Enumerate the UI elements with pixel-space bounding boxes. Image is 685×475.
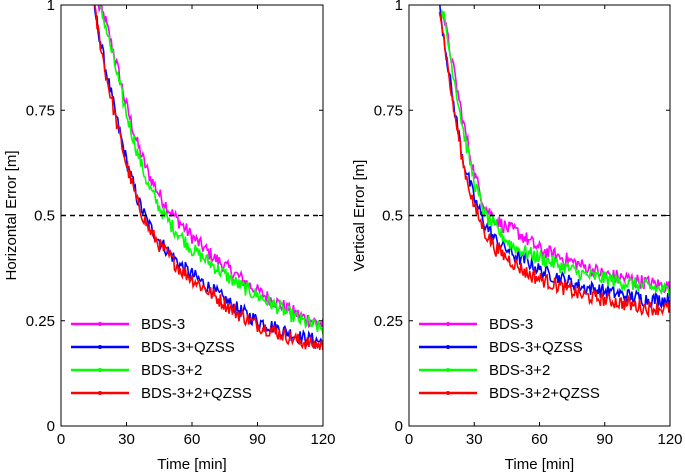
legend: BDS-3 BDS-3+QZSS BDS-3+2 BDS-3+2+QZSS xyxy=(419,316,600,402)
y-axis-label: Horizontal Error [m] xyxy=(3,150,20,280)
x-tick-label: 120 xyxy=(657,431,682,448)
legend-marker xyxy=(446,368,450,372)
series-line-bds-3-2-qzss xyxy=(438,11,670,319)
y-axis-label: Vertical Error [m] xyxy=(351,160,368,272)
x-axis-label: Time [min] xyxy=(157,456,226,473)
series-line-bds-3-2 xyxy=(440,9,670,299)
series-line-bds-3-2-qzss xyxy=(93,5,323,351)
legend-label: BDS-3+2+QZSS xyxy=(489,385,600,402)
legend-marker xyxy=(446,391,450,395)
y-tick-label: 0.75 xyxy=(374,102,403,119)
legend-marker xyxy=(98,345,102,349)
x-tick-label: 90 xyxy=(249,431,266,448)
y-tick-label: 0.25 xyxy=(374,313,403,330)
x-tick-label: 0 xyxy=(405,431,413,448)
legend-label: BDS-3 xyxy=(141,316,185,333)
legend-label: BDS-3+QZSS xyxy=(489,339,583,356)
series-line-bds-3 xyxy=(97,5,323,329)
y-tick-label: 1 xyxy=(395,0,403,14)
y-tick-label: 0.75 xyxy=(26,102,55,119)
x-tick-label: 60 xyxy=(531,431,548,448)
series-line-bds-3-qzss xyxy=(93,5,323,349)
legend-marker xyxy=(446,345,450,349)
legend-label: BDS-3 xyxy=(489,316,533,333)
x-axis-label: Time [min] xyxy=(505,456,574,473)
legend-marker xyxy=(98,322,102,326)
y-tick-label: 0 xyxy=(47,418,55,435)
legend: BDS-3 BDS-3+QZSS BDS-3+2 BDS-3+2+QZSS xyxy=(71,316,252,402)
legend-marker xyxy=(98,368,102,372)
x-tick-label: 60 xyxy=(184,431,201,448)
y-tick-label: 0 xyxy=(395,418,403,435)
series-group xyxy=(438,5,670,319)
y-tick-label: 0.5 xyxy=(34,208,55,225)
legend-label: BDS-3+2+QZSS xyxy=(141,385,252,402)
legend-marker xyxy=(446,322,450,326)
legend-marker xyxy=(98,391,102,395)
x-tick-label: 120 xyxy=(310,431,335,448)
y-tick-label: 0.25 xyxy=(26,313,55,330)
legend-label: BDS-3+QZSS xyxy=(141,339,235,356)
series-group xyxy=(93,5,323,351)
x-tick-label: 30 xyxy=(118,431,135,448)
series-line-bds-3 xyxy=(440,9,670,294)
legend-label: BDS-3+2 xyxy=(141,362,202,379)
x-tick-label: 90 xyxy=(596,431,613,448)
chart-panel-2: 0 30 60 90 120 0 0.25 0.5 0.75 1 Time [min] Vertica… xyxy=(351,0,683,473)
y-tick-label: 0.5 xyxy=(382,208,403,225)
chart-panel-1: 0 30 60 90 120 0 0.25 0.5 0.75 1 Time [min] Horizon… xyxy=(3,0,336,473)
series-line-bds-3-2 xyxy=(99,5,323,335)
x-tick-label: 0 xyxy=(57,431,65,448)
legend-label: BDS-3+2 xyxy=(489,362,550,379)
x-tick-label: 30 xyxy=(466,431,483,448)
y-tick-label: 1 xyxy=(47,0,55,14)
